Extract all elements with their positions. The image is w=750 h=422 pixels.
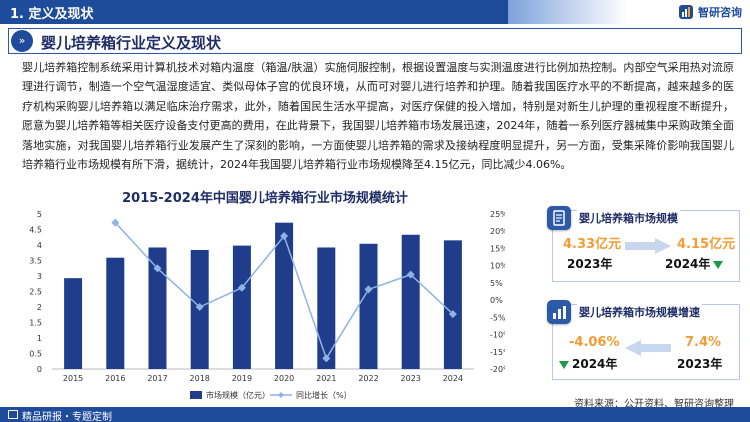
bar	[401, 234, 420, 369]
x-tick-label: 2020	[274, 374, 294, 383]
bar	[148, 247, 167, 369]
y-left-tick-label: 3	[37, 272, 42, 281]
y-left-tick-label: 1	[37, 334, 42, 343]
y-left-tick-label: 5	[37, 210, 42, 219]
brand-logo: 智研咨询	[678, 4, 742, 20]
y-right-tick-label: -15%	[490, 348, 505, 357]
y-left-tick-label: 1.5	[29, 319, 42, 328]
growth-curr-year-wrap: 2024年	[559, 355, 617, 372]
growth-point	[364, 285, 373, 294]
bar	[275, 222, 294, 369]
legend-bar-swatch	[190, 391, 202, 399]
section-header-band	[0, 0, 508, 24]
x-tick-label: 2015	[63, 374, 83, 383]
footer-text: 精品研报・专题定制	[22, 412, 112, 422]
legend-bar-label: 市场规模（亿元）	[206, 390, 270, 400]
section-header-fade	[508, 0, 628, 24]
x-tick-label: 2021	[316, 374, 336, 383]
growth-point	[111, 218, 120, 227]
chart-title: 2015-2024年中国婴儿培养箱行业市场规模统计	[122, 191, 408, 206]
y-right-tick-label: -20%	[490, 365, 505, 374]
legend-line-label: 同比增长（%）	[296, 390, 352, 400]
section-header-bar: 1. 定义及现状 智研咨询	[0, 0, 750, 24]
y-right-tick-label: 10%	[490, 262, 505, 271]
bar	[64, 278, 83, 369]
growth-curr-value: -4.06%	[569, 335, 620, 350]
legend-line-marker	[278, 392, 284, 398]
growth-point	[406, 270, 415, 279]
y-right-tick-label: 20%	[490, 227, 505, 236]
x-tick-label: 2018	[190, 374, 210, 383]
document-icon	[547, 206, 571, 230]
double-chevron-icon: »	[11, 30, 33, 52]
y-right-tick-label: 15%	[490, 244, 505, 253]
bar	[106, 257, 125, 369]
arrow-right-icon	[625, 238, 671, 254]
section-title: 1. 定义及现状	[10, 7, 94, 22]
growth-point	[448, 310, 457, 319]
x-tick-label: 2019	[232, 374, 252, 383]
growth-point	[195, 303, 204, 311]
book-icon	[8, 410, 18, 419]
y-left-tick-label: 4	[37, 241, 42, 250]
bar	[359, 243, 378, 369]
market-size-card-header: 婴儿培养箱市场规模	[547, 206, 735, 230]
data-source-note: 资料来源：公开资料、智研咨询整理	[574, 399, 734, 410]
growth-curr-year: 2024年	[572, 357, 618, 371]
growth-point	[237, 283, 246, 292]
bar	[317, 247, 336, 369]
y-right-tick-label: 5%	[490, 279, 503, 288]
market-size-curr-value: 4.15亿元	[677, 237, 736, 252]
y-right-tick-label: -10%	[490, 331, 505, 340]
y-left-tick-label: 3.5	[29, 257, 42, 266]
main-title-box: » 婴儿培养箱行业定义及现状	[8, 28, 742, 54]
bar-chart-icon	[547, 300, 571, 324]
brand-logo-text: 智研咨询	[698, 6, 742, 19]
y-left-tick-label: 4.5	[29, 226, 42, 235]
y-left-tick-label: 2	[37, 303, 42, 312]
brand-logo-icon	[679, 5, 693, 19]
bar	[232, 245, 251, 369]
growth-card-title: 婴儿培养箱市场规模增速	[577, 304, 702, 320]
decrease-arrow-icon	[713, 260, 724, 269]
footer-bar: 精品研报・专题定制	[0, 407, 750, 422]
x-tick-label: 2023	[401, 374, 421, 383]
y-left-tick-label: 0.5	[29, 350, 42, 359]
growth-point	[322, 354, 331, 363]
y-left-tick-label: 0	[37, 365, 42, 374]
y-left-tick-label: 2.5	[29, 288, 42, 297]
growth-card-header: 婴儿培养箱市场规模增速	[547, 300, 735, 324]
market-size-prev-value: 4.33亿元	[563, 237, 622, 252]
y-right-tick-label: -5%	[490, 313, 505, 322]
x-tick-label: 2017	[147, 374, 167, 383]
market-size-prev-year: 2023年	[567, 257, 613, 271]
x-tick-label: 2022	[358, 374, 378, 383]
growth-card: 婴儿培养箱市场规模增速 -4.06% 2024年 7.4% 2023年	[547, 300, 740, 380]
decrease-arrow-icon	[559, 360, 569, 369]
bar	[443, 240, 462, 369]
x-tick-label: 2016	[105, 374, 125, 383]
page-title: 婴儿培养箱行业定义及现状	[41, 34, 222, 52]
y-right-tick-label: 0%	[490, 296, 503, 305]
market-size-curr-year-wrap: 2024年	[665, 255, 724, 272]
growth-prev-value: 7.4%	[685, 335, 722, 350]
growth-point	[280, 232, 289, 241]
growth-point	[153, 264, 162, 273]
market-size-card: 婴儿培养箱市场规模 4.33亿元 2023年 4.15亿元 2024年	[547, 206, 740, 282]
y-right-tick-label: 25%	[490, 210, 505, 219]
market-size-card-title: 婴儿培养箱市场规模	[577, 210, 680, 226]
intro-paragraph: 婴儿培养箱控制系统采用计算机技术对箱内温度（箱温/肤温）实施伺服控制，根据设置温…	[22, 61, 734, 172]
x-tick-label: 2024	[443, 374, 463, 383]
market-size-curr-year: 2024年	[665, 257, 711, 271]
arrow-left-icon	[625, 340, 671, 356]
market-size-chart: 0 0.5 1 1.5 2 2.5 3 3.5 4 4.5 5 -20% -15% -10% -5% 0% 5%…	[29, 210, 505, 400]
growth-prev-year: 2023年	[677, 357, 723, 371]
